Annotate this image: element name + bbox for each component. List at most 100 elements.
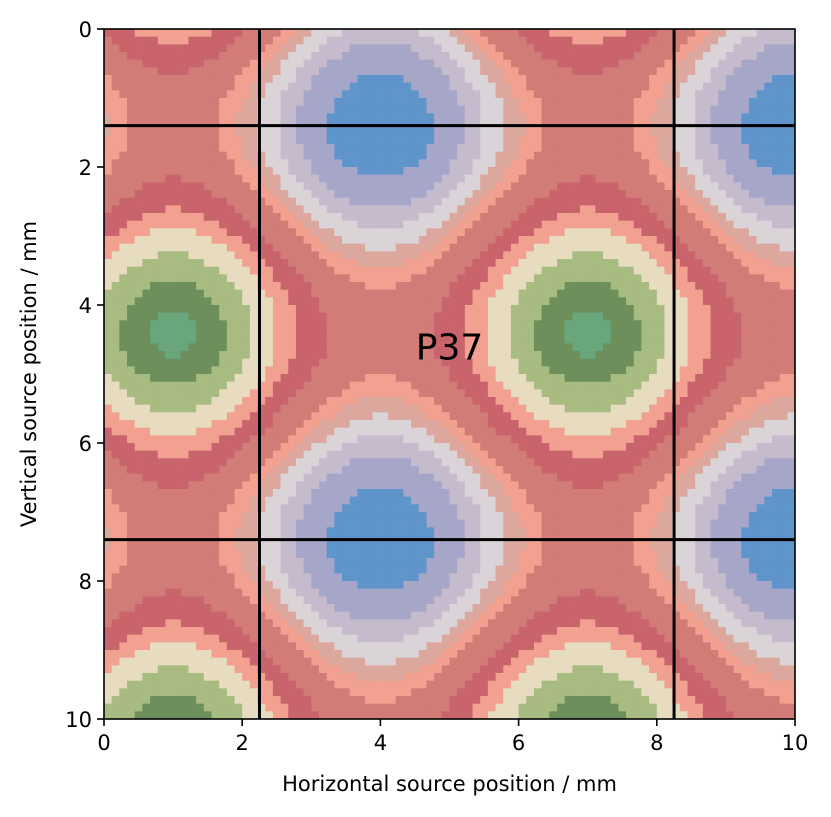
contour-cell <box>395 374 405 383</box>
contour-cell <box>295 328 305 337</box>
contour-cell <box>219 90 228 99</box>
contour-cell <box>510 581 520 590</box>
contour-cell <box>272 90 282 99</box>
contour-cell <box>318 496 328 505</box>
contour-cell <box>173 305 182 314</box>
contour-cell <box>426 650 435 659</box>
contour-cell <box>150 443 159 452</box>
contour-cell <box>219 251 228 260</box>
contour-cell <box>318 381 328 390</box>
contour-cell <box>188 481 197 490</box>
contour-cell <box>272 59 282 68</box>
contour-cell <box>411 52 420 61</box>
contour-cell <box>157 59 167 68</box>
contour-cell <box>495 243 504 252</box>
contour-cell <box>127 381 136 390</box>
contour-cell <box>288 627 297 636</box>
contour-cell <box>272 466 282 475</box>
contour-cell <box>234 243 243 252</box>
contour-cell <box>526 136 535 145</box>
contour-cell <box>134 381 143 390</box>
contour-cell <box>150 358 159 367</box>
contour-cell <box>326 696 335 705</box>
contour-cell <box>272 404 282 413</box>
contour-cell <box>288 519 297 528</box>
contour-cell <box>127 228 136 237</box>
contour-cell <box>464 343 474 352</box>
contour-cell <box>242 274 251 283</box>
contour-cell <box>357 343 366 352</box>
contour-cell <box>119 190 128 199</box>
contour-cell <box>188 596 197 605</box>
contour-cell <box>480 113 489 122</box>
contour-cell <box>449 98 458 107</box>
contour-cell <box>234 228 243 237</box>
contour-cell <box>434 634 443 643</box>
contour-cell <box>104 75 113 84</box>
contour-cell <box>426 443 435 452</box>
contour-cell <box>318 59 328 68</box>
contour-cell <box>365 98 374 107</box>
contour-cell <box>303 443 312 452</box>
contour-cell <box>249 627 259 636</box>
contour-cell <box>150 573 159 582</box>
contour-cell <box>395 550 405 559</box>
contour-cell <box>265 159 274 168</box>
contour-cell <box>487 151 497 160</box>
contour-cell <box>349 328 358 337</box>
contour-cell <box>510 604 520 613</box>
contour-cell <box>196 688 205 697</box>
contour-cell <box>249 443 259 452</box>
contour-cell <box>372 481 381 490</box>
contour-cell <box>480 151 489 160</box>
contour-cell <box>104 596 113 605</box>
contour-cell <box>203 320 213 329</box>
contour-cell <box>311 274 320 283</box>
contour-cell <box>295 680 305 689</box>
contour-cell <box>380 481 389 490</box>
contour-cell <box>349 389 358 398</box>
contour-cell <box>211 642 220 651</box>
contour-cell <box>418 619 428 628</box>
contour-cell <box>403 182 412 191</box>
contour-cell <box>272 113 282 122</box>
contour-cell <box>480 389 489 398</box>
contour-cell <box>211 320 220 329</box>
contour-cell <box>249 182 259 191</box>
contour-cell <box>395 688 405 697</box>
contour-cell <box>211 550 220 559</box>
contour-cell <box>257 619 266 628</box>
contour-cell <box>203 328 213 337</box>
contour-cell <box>480 328 489 337</box>
contour-cell <box>303 565 312 574</box>
contour-cell <box>242 650 251 659</box>
contour-cell <box>257 29 266 38</box>
contour-cell <box>173 443 182 452</box>
contour-cell <box>134 59 143 68</box>
contour-cell <box>249 519 259 528</box>
contour-cell <box>487 496 497 505</box>
contour-cell <box>342 696 351 705</box>
contour-cell <box>342 627 351 636</box>
contour-cell <box>234 59 243 68</box>
contour-cell <box>357 588 366 597</box>
contour-cell <box>180 98 190 107</box>
contour-cell <box>480 374 489 383</box>
contour-cell <box>311 351 320 360</box>
contour-cell <box>265 167 274 176</box>
contour-cell <box>480 167 489 176</box>
contour-cell <box>173 59 182 68</box>
contour-cell <box>188 113 197 122</box>
contour-cell <box>303 550 312 559</box>
contour-cell <box>357 358 366 367</box>
contour-cell <box>388 136 397 145</box>
contour-cell <box>288 236 297 245</box>
contour-cell <box>157 481 167 490</box>
contour-cell <box>188 642 197 651</box>
contour-cell <box>234 703 243 712</box>
contour-cell <box>365 113 374 122</box>
contour-cell <box>434 105 443 114</box>
contour-cell <box>242 374 251 383</box>
contour-cell <box>203 466 213 475</box>
contour-cell <box>219 328 228 337</box>
